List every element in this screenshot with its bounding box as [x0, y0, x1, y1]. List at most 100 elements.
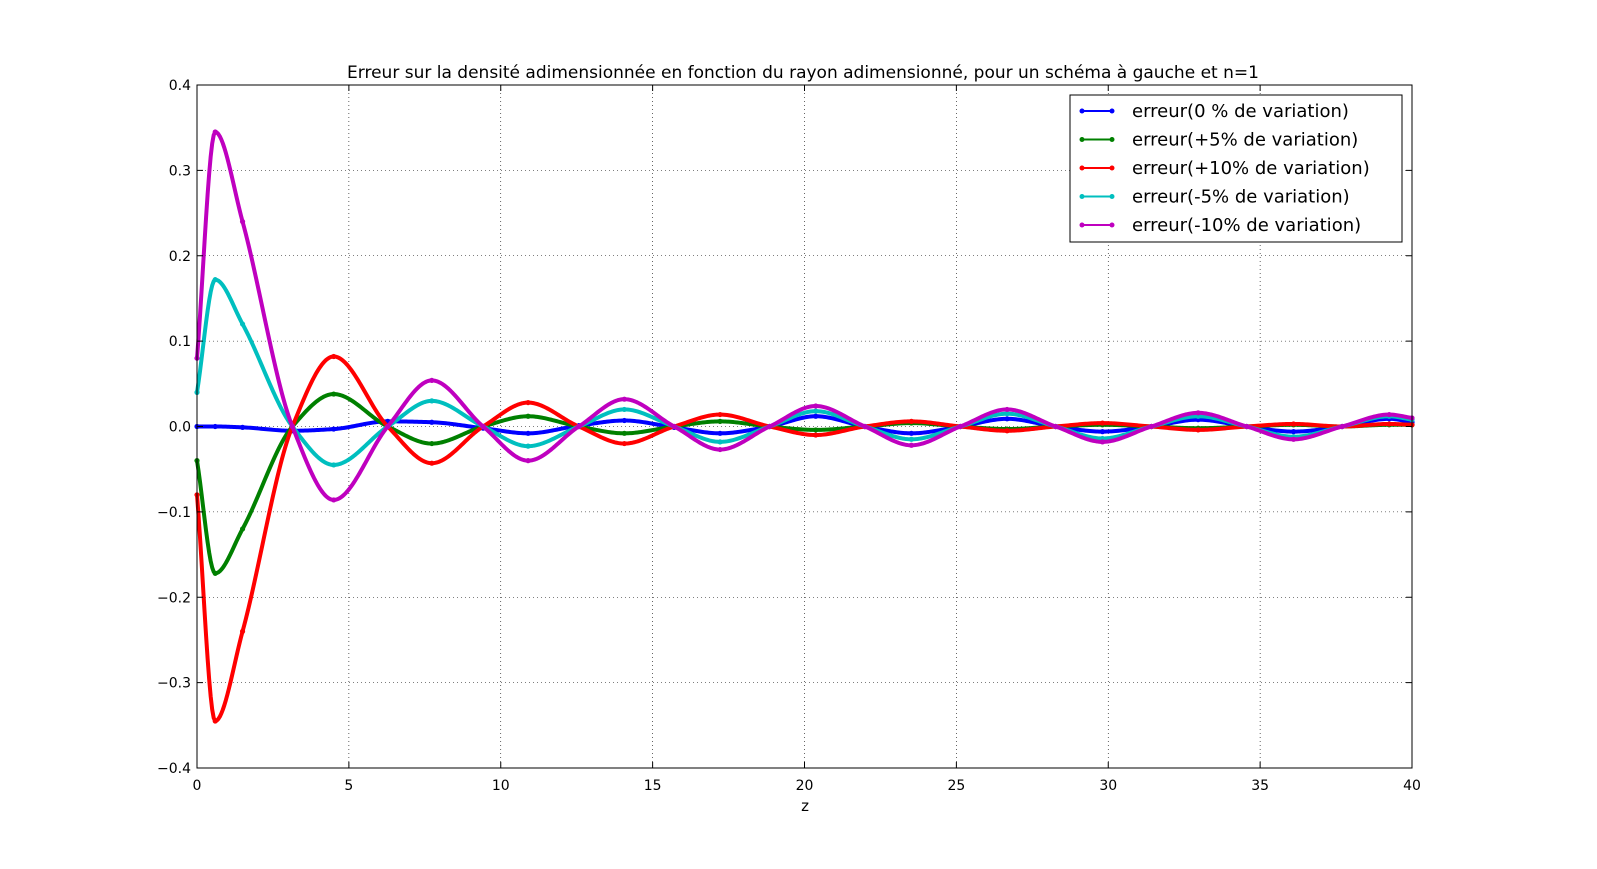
y-tick-label: −0.1 — [157, 505, 191, 521]
data-point — [1244, 423, 1250, 430]
data-point — [212, 423, 218, 430]
data-point — [1099, 429, 1106, 435]
series-line — [195, 277, 1413, 467]
data-point — [717, 446, 723, 453]
y-tick-label: −0.4 — [157, 761, 191, 777]
data-point — [908, 418, 915, 424]
data-point — [429, 440, 435, 447]
data-point — [1053, 423, 1059, 430]
data-point — [621, 406, 627, 413]
data-point — [525, 443, 531, 449]
x-axis-label: z — [801, 797, 809, 815]
data-point — [331, 426, 337, 432]
data-point — [429, 460, 435, 466]
legend-marker — [1109, 137, 1115, 142]
legend-marker — [1079, 108, 1085, 114]
data-point — [671, 423, 677, 430]
x-tick-label: 20 — [796, 778, 814, 794]
data-point — [1148, 423, 1154, 430]
x-tick-label: 35 — [1251, 778, 1269, 794]
data-point — [717, 418, 723, 424]
x-tick-label: 10 — [492, 778, 510, 794]
data-point — [429, 419, 435, 425]
data-point — [525, 430, 531, 436]
data-point — [212, 718, 218, 724]
data-point — [717, 430, 723, 436]
legend-item: erreur(-5% de variation) — [1079, 187, 1350, 208]
data-point — [429, 398, 435, 404]
data-point — [621, 417, 627, 424]
data-point — [813, 413, 819, 419]
data-point — [1004, 428, 1010, 434]
data-point — [525, 413, 531, 419]
data-point — [1004, 406, 1010, 413]
legend-marker — [1079, 137, 1085, 142]
data-point — [1339, 423, 1345, 430]
data-point — [212, 277, 218, 283]
data-point — [212, 570, 218, 576]
data-point — [239, 526, 246, 532]
legend-marker — [1109, 194, 1115, 199]
data-point — [239, 628, 246, 635]
data-point — [1290, 421, 1297, 427]
data-point — [862, 423, 868, 430]
data-point — [1386, 421, 1392, 427]
data-point — [331, 497, 337, 503]
y-tick-label: −0.2 — [157, 590, 191, 606]
legend: erreur(0 % de variation) erreur(+5% de va… — [1069, 94, 1403, 243]
data-point — [525, 399, 531, 406]
series-layer — [194, 129, 1415, 724]
y-tick-label: 0.3 — [169, 163, 191, 179]
data-point — [331, 353, 337, 360]
legend-marker — [1079, 165, 1085, 171]
data-point — [766, 423, 773, 430]
data-point — [908, 430, 915, 436]
data-point — [212, 129, 218, 135]
legend-marker — [1079, 222, 1085, 228]
data-point — [289, 423, 295, 430]
legend-label: erreur(+5% de variation) — [1132, 130, 1358, 151]
x-tick-label: 30 — [1099, 778, 1117, 794]
data-point — [239, 321, 246, 327]
data-point — [813, 403, 819, 409]
legend-label: erreur(0 % de variation) — [1132, 101, 1349, 122]
data-point — [908, 442, 915, 448]
series-4 — [194, 129, 1415, 503]
data-point — [1290, 436, 1297, 442]
data-point — [1004, 411, 1010, 417]
legend-marker — [1109, 108, 1115, 114]
data-point — [957, 423, 963, 430]
y-tick-label: 0.0 — [169, 420, 191, 436]
data-point — [813, 432, 819, 438]
data-point — [813, 408, 819, 414]
legend-marker — [1109, 222, 1115, 228]
legend-label: erreur(-5% de variation) — [1132, 187, 1350, 208]
data-point — [331, 391, 337, 397]
data-point — [1099, 420, 1106, 426]
data-point — [621, 430, 627, 436]
series-line — [196, 414, 1413, 436]
data-point — [239, 219, 246, 225]
ticks: 0 5 10 15 20 25 30 35 40 −0.4 −0.3 −0.2 −0.1 0.0 0.1 0.… — [157, 78, 1421, 794]
x-tick-label: 25 — [947, 778, 965, 794]
data-point — [1195, 410, 1201, 416]
y-tick-label: 0.4 — [169, 78, 191, 94]
chart-title: Erreur sur la densité adimensionnée en f… — [347, 63, 1259, 83]
data-point — [1099, 439, 1106, 445]
legend-marker — [1079, 194, 1085, 199]
data-point — [717, 439, 723, 445]
legend-label: erreur(-10% de variation) — [1132, 215, 1361, 236]
data-point — [1290, 429, 1297, 435]
x-tick-label: 5 — [344, 778, 353, 794]
y-tick-label: 0.1 — [169, 334, 191, 350]
legend-label: erreur(+10% de variation) — [1132, 158, 1370, 179]
x-tick-label: 15 — [644, 778, 662, 794]
data-point — [1004, 416, 1010, 422]
legend-item: erreur(+10% de variation) — [1079, 158, 1370, 179]
x-tick-label: 0 — [193, 778, 202, 794]
y-tick-label: −0.3 — [157, 676, 191, 692]
data-point — [1386, 411, 1392, 418]
x-tick-label: 40 — [1403, 778, 1421, 794]
data-point — [621, 440, 627, 447]
